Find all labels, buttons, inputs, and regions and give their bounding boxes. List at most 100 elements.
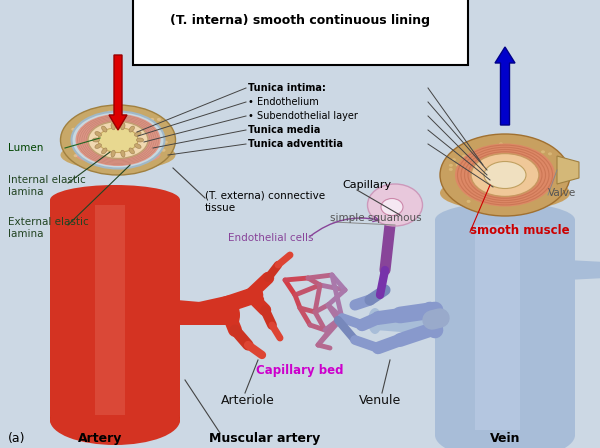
Polygon shape xyxy=(95,205,125,415)
Text: Tunica adventitia: Tunica adventitia xyxy=(248,139,343,149)
Ellipse shape xyxy=(50,400,180,440)
Ellipse shape xyxy=(50,395,180,445)
Ellipse shape xyxy=(50,185,180,215)
Ellipse shape xyxy=(92,138,100,142)
Text: Tunica media: Tunica media xyxy=(248,125,320,135)
Ellipse shape xyxy=(80,130,83,133)
Text: Lumen: Lumen xyxy=(8,143,43,153)
Text: (a): (a) xyxy=(8,431,25,444)
Ellipse shape xyxy=(449,168,453,171)
Ellipse shape xyxy=(74,154,77,157)
Text: Capillary bed: Capillary bed xyxy=(256,363,344,376)
Ellipse shape xyxy=(455,164,460,167)
Text: Tunica intima:: Tunica intima: xyxy=(248,83,326,93)
Ellipse shape xyxy=(101,126,107,132)
FancyArrow shape xyxy=(109,55,127,130)
Ellipse shape xyxy=(455,180,555,206)
Ellipse shape xyxy=(104,114,108,117)
Text: Artery: Artery xyxy=(78,431,122,444)
Ellipse shape xyxy=(455,143,555,207)
Text: External elastic: External elastic xyxy=(8,217,89,227)
Ellipse shape xyxy=(71,112,164,168)
Ellipse shape xyxy=(367,184,422,226)
Ellipse shape xyxy=(435,410,575,448)
Ellipse shape xyxy=(462,155,466,158)
Ellipse shape xyxy=(121,123,125,130)
Ellipse shape xyxy=(467,193,470,196)
Ellipse shape xyxy=(126,164,130,167)
Ellipse shape xyxy=(541,150,545,153)
Ellipse shape xyxy=(88,121,148,159)
Ellipse shape xyxy=(368,308,382,334)
Ellipse shape xyxy=(150,118,154,121)
Text: lamina: lamina xyxy=(8,187,44,197)
Text: lamina: lamina xyxy=(8,229,44,239)
Ellipse shape xyxy=(129,148,134,154)
Ellipse shape xyxy=(599,260,600,280)
Ellipse shape xyxy=(101,148,107,154)
Ellipse shape xyxy=(548,152,552,155)
Ellipse shape xyxy=(71,128,76,131)
Ellipse shape xyxy=(75,150,79,153)
Text: tissue: tissue xyxy=(205,203,236,213)
Ellipse shape xyxy=(440,176,570,211)
Ellipse shape xyxy=(76,145,161,165)
Ellipse shape xyxy=(95,132,101,136)
Text: smooth muscle: smooth muscle xyxy=(470,224,569,237)
Ellipse shape xyxy=(121,150,125,157)
Ellipse shape xyxy=(137,138,143,142)
FancyArrow shape xyxy=(495,47,515,125)
Ellipse shape xyxy=(134,144,141,148)
Ellipse shape xyxy=(71,144,164,166)
Text: Capillary: Capillary xyxy=(342,180,391,190)
Ellipse shape xyxy=(499,142,503,146)
Ellipse shape xyxy=(107,111,112,114)
Text: • Subendothelial layer: • Subendothelial layer xyxy=(248,111,358,121)
Ellipse shape xyxy=(61,140,176,170)
Text: (T. externa) connective: (T. externa) connective xyxy=(205,190,325,200)
Polygon shape xyxy=(375,310,440,335)
Text: Endothelial cells: Endothelial cells xyxy=(228,233,314,243)
Text: Muscular artery: Muscular artery xyxy=(209,431,320,444)
Text: simple squamous: simple squamous xyxy=(330,213,422,223)
Ellipse shape xyxy=(76,114,161,166)
Ellipse shape xyxy=(467,200,470,203)
Polygon shape xyxy=(177,300,235,325)
Ellipse shape xyxy=(107,161,111,164)
Ellipse shape xyxy=(129,126,134,132)
Ellipse shape xyxy=(111,123,115,130)
Text: Arteriole: Arteriole xyxy=(221,393,275,406)
Ellipse shape xyxy=(95,144,101,148)
Ellipse shape xyxy=(98,128,138,152)
Ellipse shape xyxy=(111,150,115,157)
Ellipse shape xyxy=(381,198,403,215)
Text: Valve: Valve xyxy=(548,188,576,198)
Ellipse shape xyxy=(95,161,99,164)
Ellipse shape xyxy=(449,164,453,167)
Ellipse shape xyxy=(545,186,550,189)
Ellipse shape xyxy=(435,202,575,237)
Ellipse shape xyxy=(84,152,88,155)
Ellipse shape xyxy=(538,192,542,195)
Ellipse shape xyxy=(440,134,570,216)
Polygon shape xyxy=(475,225,520,430)
Ellipse shape xyxy=(157,118,161,121)
Text: • Endothelium: • Endothelium xyxy=(248,97,319,107)
Ellipse shape xyxy=(161,149,166,152)
Ellipse shape xyxy=(116,115,120,117)
Text: (T. interna) smooth continuous lining: (T. interna) smooth continuous lining xyxy=(170,14,430,27)
Ellipse shape xyxy=(61,105,176,175)
Ellipse shape xyxy=(484,161,526,189)
Polygon shape xyxy=(50,200,180,420)
Ellipse shape xyxy=(164,141,168,144)
Polygon shape xyxy=(557,156,579,184)
Ellipse shape xyxy=(134,132,141,136)
Polygon shape xyxy=(435,220,575,435)
Text: Vein: Vein xyxy=(490,431,520,444)
Ellipse shape xyxy=(471,154,539,197)
Text: Venule: Venule xyxy=(359,393,401,406)
Ellipse shape xyxy=(452,158,456,161)
Ellipse shape xyxy=(230,304,240,326)
Text: Internal elastic: Internal elastic xyxy=(8,175,86,185)
Polygon shape xyxy=(567,260,600,280)
